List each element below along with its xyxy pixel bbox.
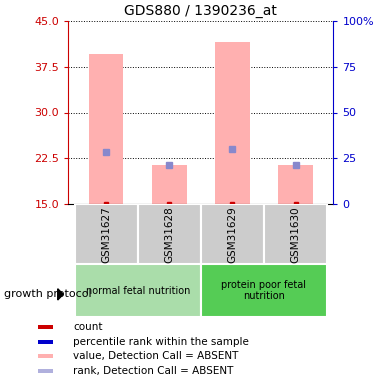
Polygon shape	[58, 289, 63, 300]
Text: growth protocol: growth protocol	[4, 290, 92, 299]
Bar	[201, 264, 327, 317]
Bar	[38, 325, 53, 329]
Bar	[74, 264, 201, 317]
Bar	[74, 204, 138, 264]
Text: GSM31630: GSM31630	[291, 206, 301, 262]
Bar	[215, 42, 250, 204]
Bar	[38, 340, 53, 344]
Bar	[38, 369, 53, 373]
Text: normal fetal nutrition: normal fetal nutrition	[85, 286, 190, 296]
Bar	[264, 204, 327, 264]
Text: GSM31627: GSM31627	[101, 206, 111, 263]
Bar	[278, 165, 313, 204]
Text: GSM31628: GSM31628	[164, 206, 174, 263]
Text: count: count	[73, 322, 103, 332]
Bar	[201, 204, 264, 264]
Bar	[138, 204, 201, 264]
Bar	[89, 54, 124, 204]
Text: protein poor fetal
nutrition: protein poor fetal nutrition	[222, 280, 307, 302]
Text: GSM31629: GSM31629	[227, 206, 238, 263]
Title: GDS880 / 1390236_at: GDS880 / 1390236_at	[124, 4, 277, 18]
Bar	[38, 354, 53, 358]
Text: value, Detection Call = ABSENT: value, Detection Call = ABSENT	[73, 351, 239, 361]
Bar	[152, 165, 187, 204]
Text: rank, Detection Call = ABSENT: rank, Detection Call = ABSENT	[73, 366, 234, 375]
Text: percentile rank within the sample: percentile rank within the sample	[73, 337, 249, 347]
